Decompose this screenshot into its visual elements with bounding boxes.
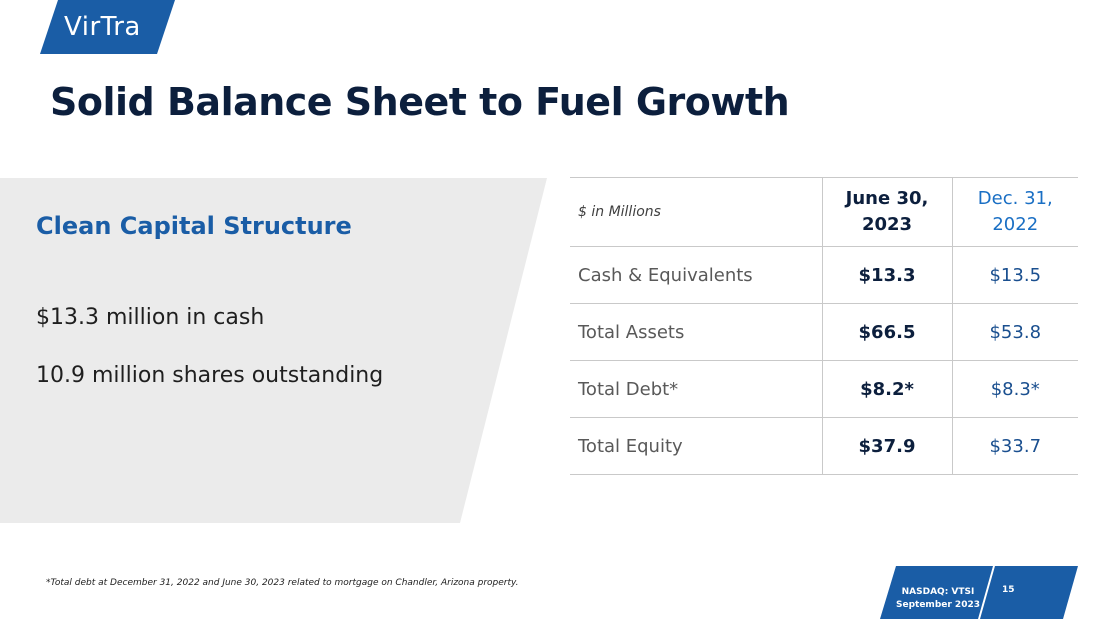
row-previous-value: $8.3* [952,360,1078,418]
page-number: 15 [1002,585,1015,595]
row-label: Cash & Equivalents [570,246,822,304]
logo-text: VirTra [64,12,141,42]
logo-shape [40,0,175,54]
row-label: Total Assets [570,303,822,361]
grey-panel [0,178,547,523]
balance-sheet-table: $ in Millions June 30, 2023 Dec. 31, 202… [570,177,1078,475]
table-row: Total Equity $37.9 $33.7 [570,417,1078,475]
row-label: Total Debt* [570,360,822,418]
table-row: Cash & Equivalents $13.3 $13.5 [570,246,1078,304]
previous-period-header: Dec. 31, 2022 [952,177,1078,247]
current-period-header: June 30, 2023 [821,177,953,247]
table-row: Total Assets $66.5 $53.8 [570,303,1078,361]
previous-period-line1: Dec. 31, [977,188,1053,209]
row-previous-value: $13.5 [952,246,1078,304]
row-label: Total Equity [570,417,822,475]
row-current-value: $8.2* [821,360,953,418]
row-current-value: $66.5 [821,303,953,361]
cash-line: $13.3 million in cash [36,305,265,330]
row-current-value: $13.3 [821,246,953,304]
virtra-logo: VirTra [40,0,175,54]
current-period-line2: 2023 [861,214,913,235]
ticker-info: NASDAQ: VTSI September 2023 [888,586,988,612]
current-period-line1: June 30, [845,188,929,209]
units-label: $ in Millions [570,177,822,247]
row-previous-value: $33.7 [952,417,1078,475]
presentation-date: September 2023 [896,600,980,610]
footer-badge [880,566,1078,619]
row-previous-value: $53.8 [952,303,1078,361]
ticker: NASDAQ: VTSI [901,587,975,597]
footnote: *Total debt at December 31, 2022 and Jun… [46,578,519,588]
previous-period-line2: 2022 [992,214,1039,235]
table-header-row: $ in Millions June 30, 2023 Dec. 31, 202… [570,177,1078,247]
table-row: Total Debt* $8.2* $8.3* [570,360,1078,418]
panel-heading: Clean Capital Structure [36,212,352,240]
shares-line: 10.9 million shares outstanding [36,363,384,388]
page-title: Solid Balance Sheet to Fuel Growth [50,80,790,124]
row-current-value: $37.9 [821,417,953,475]
